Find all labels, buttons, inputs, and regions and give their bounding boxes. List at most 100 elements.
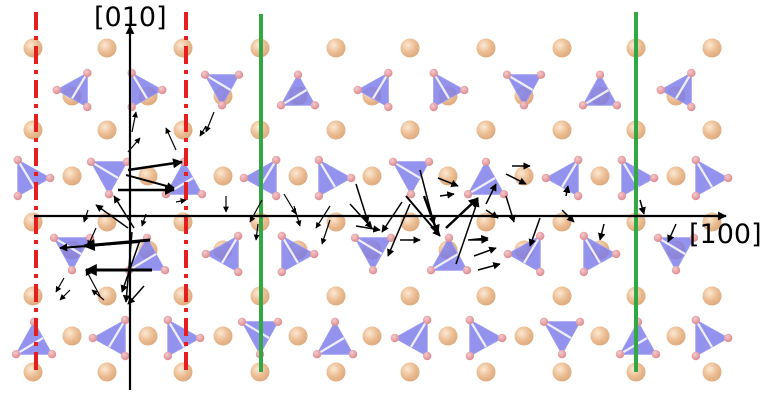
oxygen-atom (390, 333, 399, 343)
tetrahedron-edge-highlight (619, 337, 648, 356)
tetrahedra-layer (11, 68, 733, 361)
oxygen-atom (691, 351, 700, 361)
tetrahedron-face (695, 319, 730, 357)
oxygen-atom (612, 101, 622, 110)
tetrahedron (86, 157, 132, 199)
oxygen-atom (348, 350, 358, 359)
tetrahedron (503, 231, 545, 277)
tetrahedron-edge-highlight (128, 253, 157, 272)
displacement-arrow (253, 223, 260, 241)
tetrahedron-edge-highlight (166, 319, 185, 348)
tetrahedron-edge-highlight (317, 159, 336, 188)
tetrahedron-edge-highlight (221, 235, 240, 264)
oxygen-atom (310, 101, 320, 110)
tetrahedron-face (543, 321, 581, 356)
tetrahedron (49, 233, 95, 275)
displacement-arrow (55, 277, 65, 293)
oxygen-atom (47, 350, 57, 359)
tetrahedron-face (582, 73, 618, 106)
cation-atom (213, 166, 233, 186)
cation-atom (438, 326, 458, 346)
displacement-arrow (387, 203, 411, 257)
oxygen-atom (237, 317, 247, 326)
cation-atom (476, 38, 496, 58)
oxygen-atom (197, 190, 207, 199)
tetrahedron-face (354, 237, 392, 272)
oxygen-atom (465, 315, 474, 325)
oxygen-atom (384, 102, 393, 112)
tetrahedron-edge-highlight (108, 319, 127, 348)
cation-atom (23, 286, 43, 306)
tetrahedron (312, 317, 358, 359)
displacement-arrow (597, 223, 606, 241)
oxygen-atom (11, 350, 21, 359)
cation-atom (362, 166, 382, 186)
cation-atom (552, 362, 572, 382)
tetrahedron (578, 70, 622, 110)
oxygen-atom (384, 68, 393, 78)
oxygen-atom (536, 70, 546, 79)
oxygen-atom (536, 267, 545, 277)
oxygen-atom (314, 191, 323, 201)
oxygen-atom (163, 315, 172, 325)
cation-atom (97, 212, 117, 232)
tetrahedron (314, 155, 356, 201)
oxygen-atom (160, 266, 170, 275)
displacement-arrow (439, 191, 455, 199)
cation-atom (362, 326, 382, 346)
displacement-arrow (320, 219, 331, 245)
oxygen-atom (234, 70, 244, 79)
displacement-arrow (355, 225, 381, 233)
axis-100-label: [100] (689, 219, 761, 250)
cation-atom (552, 120, 572, 140)
displacement-arrow (455, 199, 480, 265)
cation-atom (288, 326, 308, 346)
tetrahedron (691, 155, 733, 201)
oxygen-atom (460, 85, 469, 95)
displacement-arrow (477, 262, 501, 271)
oxygen-atom (49, 233, 59, 242)
tetrahedron (390, 315, 432, 361)
tetrahedron-edge-highlight (280, 235, 299, 264)
displacement-arrow (667, 223, 677, 243)
tetrahedron-edge-highlight (392, 160, 421, 179)
tetrahedron-face (280, 73, 316, 106)
cation-atom (590, 166, 610, 186)
oxygen-atom (350, 233, 360, 242)
tetrahedron-edge-highlight (506, 73, 534, 91)
tetrahedron-edge-highlight (523, 235, 542, 264)
oxygen-atom (557, 350, 567, 359)
tetrahedron-edge-highlight (675, 72, 693, 100)
oxygen-atom (310, 249, 319, 259)
tetrahedron-edge-highlight (430, 253, 459, 272)
tetrahedron (426, 233, 472, 275)
cation-atom (702, 212, 722, 232)
displacement-arrow (437, 177, 459, 187)
oxygen-atom (575, 317, 585, 326)
tetrahedron-edge-highlight (561, 159, 580, 188)
oxygen-atom (463, 190, 473, 199)
cation-atom (173, 286, 193, 306)
oxygen-atom (656, 85, 665, 95)
displacement-arrow (205, 111, 215, 133)
oxygen-atom (651, 350, 661, 359)
oxygen-atom (691, 315, 700, 325)
cation-atom (173, 362, 193, 382)
oxygen-atom (312, 350, 322, 359)
tetrahedron-face (506, 74, 542, 107)
cation-atom (97, 362, 117, 382)
tetrahedron-face (392, 161, 430, 196)
displacement-arrow (283, 193, 297, 215)
tetrahedron-edge-highlight (71, 72, 89, 100)
coordinate-axes: [010] [100] (34, 2, 761, 390)
oxygen-atom (353, 85, 362, 95)
displacement-arrow (505, 173, 527, 185)
displacement-arrow (505, 195, 516, 223)
tetrahedron (429, 68, 469, 112)
tetrahedron (200, 70, 244, 110)
oxygen-atom (687, 102, 696, 112)
displacement-arrow (59, 241, 141, 252)
cation-atom (400, 120, 420, 140)
oxygen-atom (481, 157, 491, 166)
oxygen-atom (574, 155, 583, 165)
